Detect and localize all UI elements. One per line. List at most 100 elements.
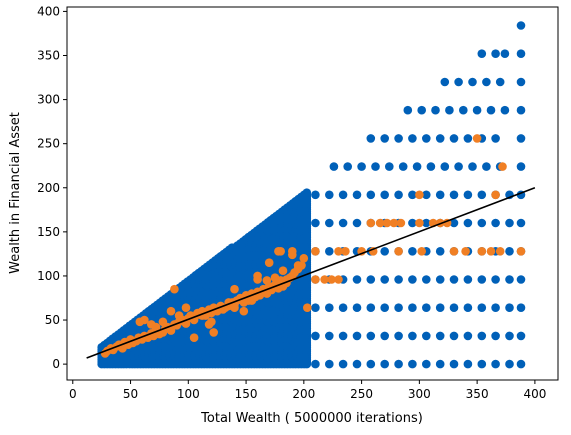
data-point-blue	[380, 247, 390, 256]
data-point-blue	[394, 303, 403, 313]
data-point-blue	[311, 331, 320, 341]
data-point-orange	[375, 218, 385, 228]
data-point-blue	[516, 275, 526, 284]
data-point-blue	[371, 162, 380, 171]
data-point-orange	[394, 247, 403, 256]
data-point-orange	[491, 190, 500, 200]
data-point-blue	[338, 190, 348, 200]
data-point-blue	[449, 218, 459, 228]
data-point-blue	[435, 190, 445, 200]
data-point-blue	[352, 275, 362, 284]
data-point-blue	[516, 21, 526, 30]
data-point-orange	[341, 247, 350, 256]
data-point-blue	[422, 190, 431, 200]
data-point-blue	[449, 303, 459, 313]
data-point-blue	[477, 359, 487, 369]
data-point-blue	[302, 188, 312, 197]
data-point-blue	[505, 247, 514, 256]
data-point-blue	[477, 331, 487, 341]
data-point-orange	[209, 328, 218, 337]
data-point-blue	[366, 275, 376, 284]
data-point-blue	[463, 134, 473, 143]
data-point-blue	[311, 303, 320, 313]
data-point-blue	[380, 359, 390, 369]
data-point-blue	[398, 162, 408, 171]
data-point-blue	[463, 359, 473, 369]
data-point-blue	[463, 218, 473, 228]
plot-frame	[66, 6, 559, 381]
data-point-blue	[329, 162, 339, 171]
data-point-blue	[459, 105, 468, 115]
data-point-blue	[486, 105, 496, 115]
data-point-blue	[408, 134, 417, 143]
data-point-blue	[366, 303, 376, 313]
data-point-orange	[516, 247, 526, 256]
data-point-blue	[440, 77, 450, 87]
data-point-blue	[472, 105, 482, 115]
data-point-blue	[422, 331, 431, 341]
data-point-blue	[516, 134, 526, 143]
data-point-blue	[422, 218, 431, 228]
data-point-blue	[357, 162, 366, 171]
data-point-blue	[454, 77, 463, 87]
data-point-blue	[516, 49, 526, 58]
data-point-blue	[516, 77, 526, 87]
data-point-orange	[239, 306, 249, 316]
data-point-blue	[516, 303, 526, 313]
data-point-orange	[477, 247, 487, 256]
data-point-orange	[262, 276, 272, 285]
x-axis: 0 50 100 150 200 250 300 350 400	[69, 380, 546, 401]
data-point-orange	[299, 253, 309, 263]
data-point-orange	[278, 266, 288, 276]
data-point-blue	[454, 162, 463, 171]
data-point-orange	[320, 275, 329, 284]
data-point-blue	[338, 359, 348, 369]
data-point-orange	[415, 190, 424, 200]
data-point-blue	[477, 303, 487, 313]
data-point-orange	[449, 247, 459, 256]
plot-area	[97, 21, 526, 369]
data-point-blue	[477, 190, 487, 200]
data-point-blue	[422, 359, 431, 369]
data-point-orange	[389, 218, 399, 228]
data-point-blue	[394, 190, 403, 200]
data-point-blue	[394, 134, 403, 143]
x-tick-label: 250	[350, 387, 373, 401]
data-point-blue	[463, 331, 473, 341]
y-axis: 0 50 100 150 200 250 300 350 400	[37, 4, 67, 371]
data-point-blue	[449, 331, 459, 341]
data-point-blue	[338, 218, 348, 228]
data-point-blue	[516, 218, 526, 228]
data-point-blue	[435, 303, 445, 313]
data-point-blue	[449, 275, 459, 284]
data-point-orange	[472, 134, 482, 143]
data-point-orange	[311, 247, 320, 256]
data-point-blue	[352, 190, 362, 200]
data-point-orange	[396, 218, 406, 228]
data-point-blue	[338, 331, 348, 341]
regression-line	[86, 187, 536, 359]
y-tick-label: 300	[37, 93, 60, 107]
data-point-blue	[435, 331, 445, 341]
data-point-blue	[449, 190, 459, 200]
data-point-orange	[461, 247, 470, 256]
data-point-orange	[207, 317, 216, 327]
data-point-blue	[468, 77, 477, 87]
data-point-blue	[500, 105, 510, 115]
data-point-blue	[325, 331, 334, 341]
data-point-blue	[408, 247, 417, 256]
data-point-blue	[477, 49, 487, 58]
data-point-blue	[385, 162, 394, 171]
data-point-blue	[366, 331, 376, 341]
data-point-orange	[253, 275, 262, 284]
data-point-orange	[334, 247, 343, 256]
data-point-blue	[505, 359, 514, 369]
data-point-blue	[412, 162, 422, 171]
data-point-blue	[491, 303, 500, 313]
data-point-blue	[394, 331, 403, 341]
data-point-blue	[311, 190, 320, 200]
data-point-blue	[408, 275, 417, 284]
data-point-blue	[505, 303, 514, 313]
data-point-blue	[491, 49, 500, 58]
